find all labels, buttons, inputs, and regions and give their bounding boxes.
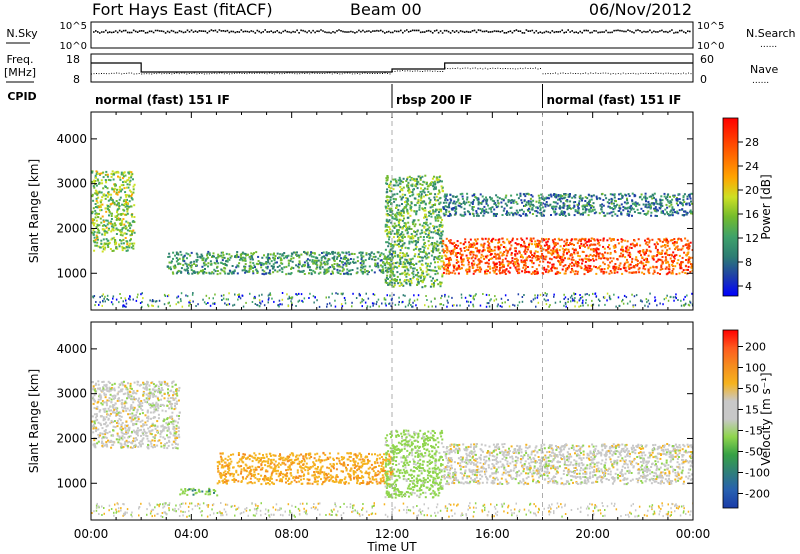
x-tick-label: 04:00	[174, 527, 209, 541]
freq-tick-low: 8	[73, 73, 80, 86]
nave-dots: ......	[752, 76, 769, 86]
x-tick-label: 16:00	[475, 527, 510, 541]
freq-unit-label: [MHz]	[4, 66, 36, 79]
noise-tick-high-right: 10^5	[697, 21, 724, 32]
velocity-colorbar-tick-6: -100	[745, 467, 770, 480]
velocity-ylabel: Slant Range [km]	[27, 369, 41, 473]
noise-strip: N.Sky N.Search ...... 10^5 10^0 10^5 10^…	[6, 21, 796, 52]
power-colorbar-tick-3: 16	[745, 208, 759, 221]
beam-title: Beam 00	[350, 0, 422, 19]
y-tick-label: 4000	[56, 132, 87, 146]
cpid-segment-label: normal (fast) 151 IF	[95, 93, 230, 107]
y-tick-label: 2000	[56, 221, 87, 235]
freq-trace	[91, 62, 693, 75]
velocity-colorbar-tick-7: -200	[745, 488, 770, 501]
nave-label: Nave	[750, 63, 778, 76]
velocity-colorbar-tick-2: 50	[745, 383, 759, 396]
velocity-colorbar-tick-4: -15	[745, 425, 763, 438]
power-colorbar-tick-6: 4	[745, 280, 752, 293]
cpid-row: CPID normal (fast) 151 IF rbsp 200 IF norm…	[7, 84, 681, 108]
freq-label: Freq.	[6, 53, 33, 66]
nsearch-label: N.Search	[746, 27, 796, 40]
cpid-segment-label: normal (fast) 151 IF	[547, 93, 682, 107]
nave-tick-high: 60	[700, 53, 714, 66]
nave-tick-low: 0	[700, 73, 707, 86]
y-tick-label: 3000	[56, 177, 87, 191]
velocity-colorbar-tick-0: 200	[745, 341, 766, 354]
y-tick-label: 4000	[56, 342, 87, 356]
power-panel: 1000 2000 3000 4000 Slant Range [km]	[27, 111, 694, 311]
velocity-panel: 1000 2000 3000 4000 Slant Range [km]	[27, 321, 694, 521]
x-tick-label: 00:00	[676, 527, 711, 541]
freq-strip: Freq. [MHz] 18 8 60 0 Nave ......	[4, 53, 779, 86]
nsearch-dots: ......	[760, 40, 777, 50]
velocity-colorbar-tick-5: -50	[745, 446, 763, 459]
cpid-segment-label: rbsp 200 IF	[396, 93, 472, 107]
y-tick-label: 2000	[56, 431, 87, 445]
velocity-colorbar-label: Velocity [m s⁻¹]	[759, 372, 773, 465]
cpid-label: CPID	[7, 90, 36, 103]
date-title: 06/Nov/2012	[589, 0, 692, 19]
velocity-colorbar: 200 100 50 15 -15 -50 -100 -200 Velocity [m s⁻¹…	[722, 329, 773, 509]
power-colorbar-tick-2: 20	[745, 184, 759, 197]
power-colorbar-tick-0: 28	[745, 136, 759, 149]
power-colorbar-tick-4: 12	[745, 232, 759, 245]
noise-tick-high-left: 10^5	[60, 21, 87, 32]
y-tick-label: 1000	[56, 266, 87, 280]
y-tick-label: 3000	[56, 387, 87, 401]
velocity-colorbar-tick-1: 100	[745, 362, 766, 375]
noise-tick-low-right: 10^0	[697, 41, 724, 52]
noise-tick-low-left: 10^0	[60, 41, 87, 52]
station-title: Fort Hays East (fitACF)	[92, 0, 273, 19]
x-tick-label: 12:00	[375, 527, 410, 541]
x-axis: 00:00 04:00 08:00 12:00 16:00 20:00 00:00	[74, 527, 711, 541]
x-tick-label: 08:00	[274, 527, 309, 541]
nsky-label: N.Sky	[6, 27, 38, 40]
y-tick-label: 1000	[56, 476, 87, 490]
power-ylabel: Slant Range [km]	[27, 159, 41, 263]
power-colorbar: 28 24 20 16 12 8 4 Power [dB]	[722, 117, 773, 297]
power-colorbar-tick-5: 8	[745, 256, 752, 269]
x-tick-label: 00:00	[74, 527, 109, 541]
velocity-colorbar-tick-3: 15	[745, 404, 759, 417]
power-colorbar-tick-1: 24	[745, 160, 759, 173]
freq-tick-high: 18	[66, 53, 80, 66]
x-tick-label: 20:00	[575, 527, 610, 541]
power-colorbar-label: Power [dB]	[759, 174, 773, 239]
x-axis-label: Time UT	[366, 540, 417, 554]
noise-trace	[93, 29, 691, 34]
